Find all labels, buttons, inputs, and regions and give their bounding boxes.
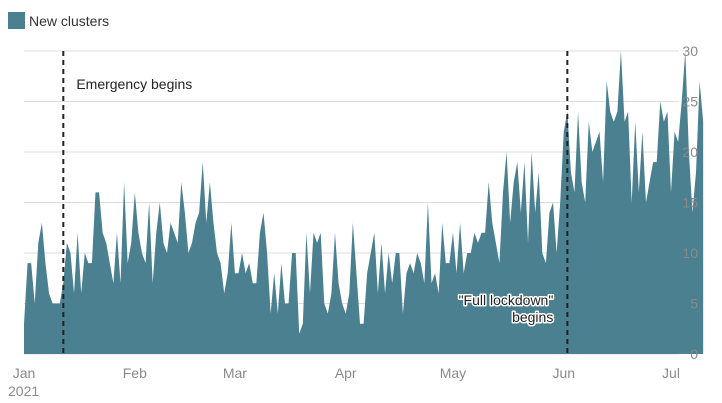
- y-tick-label: 25: [682, 94, 698, 110]
- x-tick-label: Jan: [13, 365, 36, 381]
- x-tick-label: Apr: [335, 365, 357, 381]
- annotation-label: begins: [512, 309, 553, 325]
- x-tick-label: May: [440, 365, 466, 381]
- series-area: [24, 51, 704, 354]
- legend-swatch: [8, 12, 25, 29]
- y-tick-label: 5: [690, 296, 698, 312]
- series-area-group: [24, 51, 704, 354]
- x-tick-label: Mar: [223, 365, 247, 381]
- y-tick-label: 20: [682, 144, 698, 160]
- annotation-label: "Full lockdown": [459, 292, 554, 308]
- y-axis-ticks: 0 5 10 15 20 25 30: [682, 43, 698, 362]
- y-tick-label: 10: [682, 245, 698, 261]
- x-axis-ticks: Jan Feb Mar Apr May Jun Jul 2021: [8, 365, 680, 399]
- y-tick-label: 0: [690, 346, 698, 362]
- y-tick-label: 15: [682, 195, 698, 211]
- legend-label: New clusters: [29, 12, 110, 29]
- x-tick-label: Jul: [662, 365, 680, 381]
- legend: New clusters: [8, 12, 109, 29]
- annotation-label: Emergency begins: [76, 76, 192, 92]
- y-tick-label: 30: [682, 43, 698, 59]
- annotations: Emergency begins "Full lockdown"begins: [62, 51, 569, 354]
- x-year-label: 2021: [8, 383, 39, 399]
- x-tick-label: Feb: [123, 365, 147, 381]
- x-tick-label: Jun: [552, 365, 575, 381]
